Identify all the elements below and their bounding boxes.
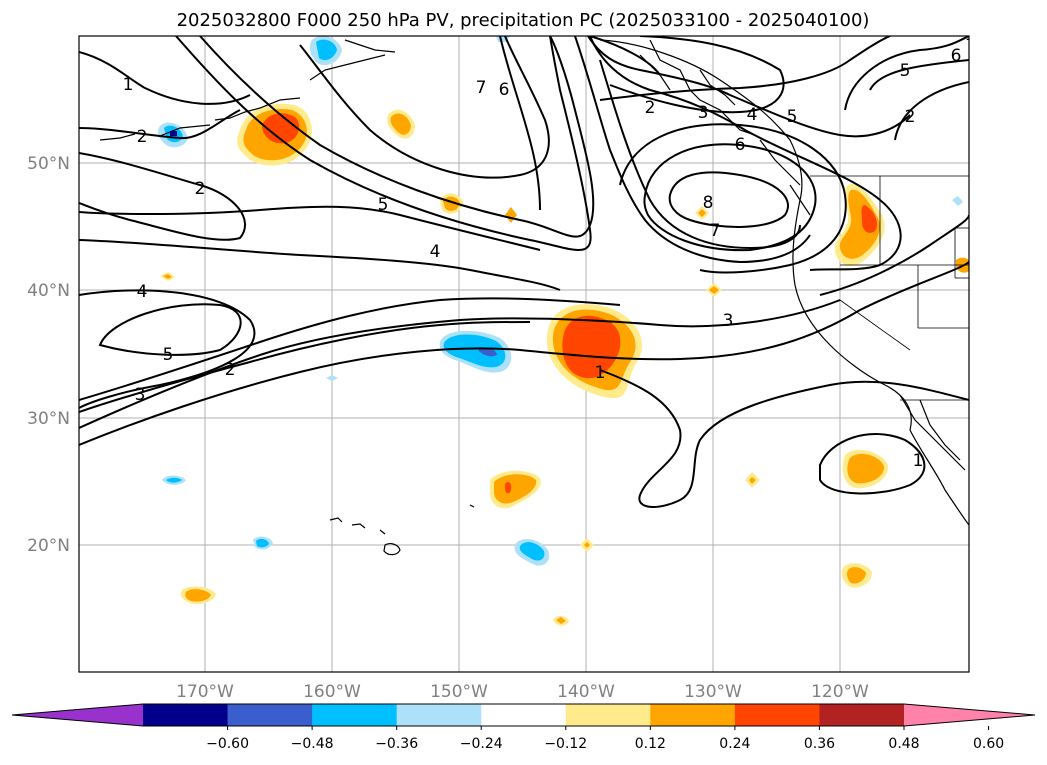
contour-label: 2	[195, 179, 206, 199]
contour-label: 2	[225, 360, 236, 380]
contour-label: 4	[747, 105, 758, 125]
lat-label: 50°N	[27, 154, 70, 174]
contour-label: 1	[123, 75, 134, 95]
precip-blob	[262, 113, 300, 144]
colorbar-segment	[143, 704, 229, 726]
lon-label: 160°W	[303, 682, 361, 702]
precip-blob	[847, 453, 885, 484]
colorbar-extend-low	[12, 704, 143, 726]
contour-label: 1	[965, 25, 976, 45]
colorbar-segment	[734, 704, 820, 726]
precip-blob	[443, 334, 506, 368]
precip-blob	[478, 347, 497, 357]
colorbar-segment	[396, 704, 482, 726]
precip-blob	[316, 39, 337, 61]
precip-blob	[847, 567, 866, 584]
lon-label: 120°W	[811, 682, 869, 702]
precip-blob	[749, 477, 756, 484]
lon-label: 170°W	[176, 682, 234, 702]
contour-label: 4	[430, 242, 441, 262]
contour-label: 6	[951, 46, 962, 66]
contour-label: 3	[135, 385, 146, 405]
colorbar-labels: −0.60 −0.48 −0.36 −0.24 −0.12 0.12 0.24 0.36 0.4…	[206, 726, 1004, 752]
precip-blob	[504, 482, 512, 494]
precip-blob	[256, 538, 269, 548]
precip-blob	[494, 474, 537, 504]
contour-label: 6	[735, 135, 746, 155]
colorbar-tick-label: 0.12	[635, 736, 666, 752]
contour-label: 5	[787, 107, 798, 127]
colorbar-segment	[650, 704, 736, 726]
figure-title: 2025032800 F000 250 hPa PV, precipitatio…	[177, 10, 870, 31]
contour-label: 2	[645, 98, 656, 118]
precip-blob	[326, 375, 338, 381]
colorbar-segment	[481, 704, 567, 726]
precip-blob	[839, 189, 880, 259]
lon-tick-labels: 170°W 160°W 150°W 140°W 130°W 120°W	[176, 682, 869, 702]
precip-blob	[166, 477, 182, 483]
contour-label: 5	[378, 195, 389, 215]
precip-blob	[562, 315, 621, 379]
contour-label: 4	[137, 282, 148, 302]
precip-blob	[519, 542, 545, 561]
contour-label: 7	[710, 221, 721, 241]
colorbar-tick-label: −0.12	[544, 736, 587, 752]
contour-label: 8	[703, 193, 714, 213]
precip-blob	[584, 542, 590, 548]
colorbar-tick-label: −0.24	[460, 736, 503, 752]
colorbar-segment	[312, 704, 398, 726]
lat-label: 40°N	[27, 281, 70, 301]
contour-label: 2	[905, 107, 916, 127]
colorbar-tick-label: −0.36	[375, 736, 418, 752]
pv-contours	[79, 36, 969, 508]
coastlines	[99, 39, 969, 556]
contour-label: 1	[595, 363, 606, 383]
colorbar-segment	[227, 704, 313, 726]
colorbar-extend-high	[904, 704, 1035, 726]
lat-tick-labels: 50°N 40°N 30°N 20°N	[27, 154, 70, 556]
contour-label: 1	[913, 451, 924, 471]
precip-blob	[185, 589, 211, 602]
contour-label: 3	[723, 311, 734, 331]
colorbar-tick-label: 0.36	[804, 736, 835, 752]
precip-blob	[556, 617, 566, 624]
precip-blob	[698, 209, 706, 217]
precip-blob	[952, 196, 963, 206]
contour-label: 2	[137, 127, 148, 147]
colorbar-segment	[819, 704, 905, 726]
colorbar-tick-label: 0.60	[973, 736, 1004, 752]
colorbar-outline	[11, 703, 1036, 727]
lon-label: 150°W	[430, 682, 488, 702]
precip-blob	[163, 274, 172, 279]
precip-blob	[170, 131, 177, 136]
map-area: 1 2 2 2 2 2 3 3 3 4 4 4 5 5 5 5 6 6 6 7 …	[79, 25, 976, 672]
lon-label: 140°W	[557, 682, 615, 702]
lon-label: 130°W	[684, 682, 742, 702]
precip-blob	[709, 286, 719, 294]
contour-label: 7	[476, 78, 487, 98]
lat-label: 20°N	[27, 536, 70, 556]
colorbar-tick-label: −0.48	[291, 736, 334, 752]
colorbar-segment	[565, 704, 651, 726]
colorbar-tick-label: 0.48	[888, 736, 919, 752]
precip-blob	[390, 113, 411, 135]
precip-blob	[861, 205, 878, 233]
colorbar	[11, 703, 1036, 727]
lat-label: 30°N	[27, 409, 70, 429]
contour-label: 5	[163, 345, 174, 365]
contour-label: 3	[698, 103, 709, 123]
borders	[810, 175, 969, 401]
map-frame	[78, 35, 970, 673]
contour-label: 6	[499, 80, 510, 100]
colorbar-tick-label: −0.60	[206, 736, 249, 752]
contour-label: 5	[900, 61, 911, 81]
contour-labels: 1 2 2 2 2 2 3 3 3 4 4 4 5 5 5 5 6 6 6 7 …	[123, 25, 976, 471]
colorbar-tick-label: 0.24	[719, 736, 750, 752]
